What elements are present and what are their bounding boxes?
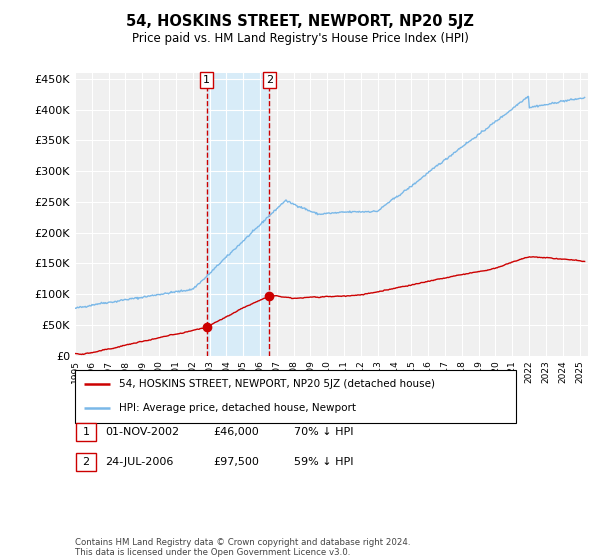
Text: Contains HM Land Registry data © Crown copyright and database right 2024.
This d: Contains HM Land Registry data © Crown c…	[75, 538, 410, 557]
Bar	[206, 73, 269, 356]
Text: £46,000: £46,000	[213, 427, 259, 437]
Text: 2: 2	[266, 75, 273, 85]
Text: 54, HOSKINS STREET, NEWPORT, NP20 5JZ: 54, HOSKINS STREET, NEWPORT, NP20 5JZ	[126, 14, 474, 29]
Text: 24-JUL-2006: 24-JUL-2006	[105, 457, 173, 467]
Text: HPI: Average price, detached house, Newport: HPI: Average price, detached house, Newp…	[119, 403, 356, 413]
Text: 54, HOSKINS STREET, NEWPORT, NP20 5JZ (detached house): 54, HOSKINS STREET, NEWPORT, NP20 5JZ (d…	[119, 379, 435, 389]
Text: 2: 2	[83, 457, 89, 467]
Text: 59% ↓ HPI: 59% ↓ HPI	[294, 457, 353, 467]
Text: Price paid vs. HM Land Registry's House Price Index (HPI): Price paid vs. HM Land Registry's House …	[131, 32, 469, 45]
Text: 1: 1	[203, 75, 210, 85]
Text: 01-NOV-2002: 01-NOV-2002	[105, 427, 179, 437]
Text: 70% ↓ HPI: 70% ↓ HPI	[294, 427, 353, 437]
Text: 1: 1	[83, 427, 89, 437]
Text: £97,500: £97,500	[213, 457, 259, 467]
